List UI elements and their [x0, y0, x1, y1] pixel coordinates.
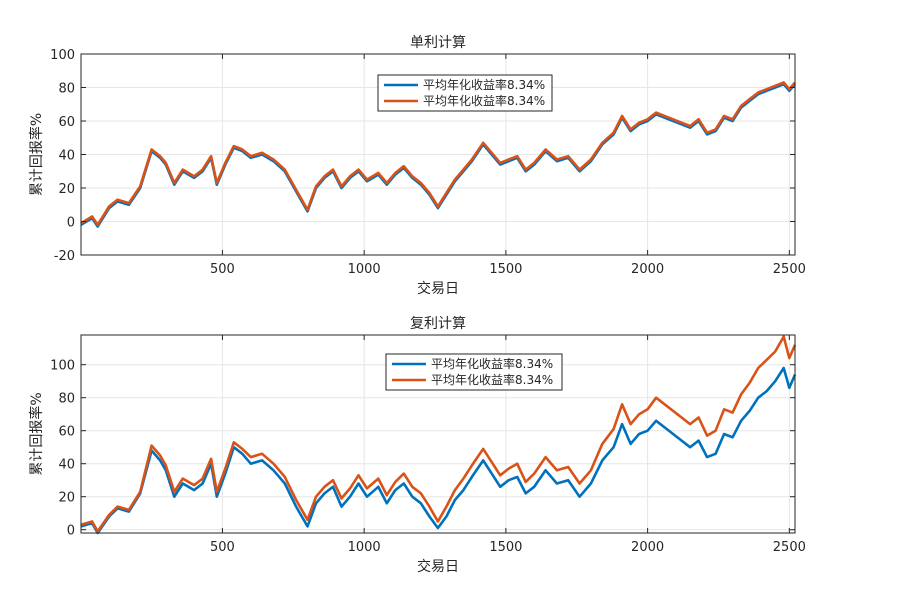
- legend-entry-2: 平均年化收益率8.34%: [423, 93, 545, 108]
- y-tick-label: 20: [58, 182, 75, 197]
- x-axis-label: 交易日: [417, 558, 459, 575]
- x-tick-label: 500: [210, 262, 235, 277]
- x-tick-label: 2500: [773, 262, 806, 277]
- legend: 平均年化收益率8.34%平均年化收益率8.34%: [385, 353, 563, 391]
- axes-frame: [80, 334, 796, 534]
- y-tick-label: 40: [58, 149, 75, 164]
- legend-entry-2: 平均年化收益率8.34%: [431, 372, 553, 387]
- series-line-2: [80, 335, 797, 533]
- x-tick-label: 1000: [348, 262, 381, 277]
- legend-entry-1: 平均年化收益率8.34%: [423, 77, 545, 92]
- legend: 平均年化收益率8.34%平均年化收益率8.34%: [377, 74, 553, 112]
- series-line-2: [80, 81, 796, 227]
- x-tick-label: 2500: [773, 540, 806, 555]
- y-tick-label: 0: [67, 216, 75, 231]
- chart-title: 单利计算: [410, 35, 466, 51]
- x-tick-label: 2000: [631, 540, 664, 555]
- y-axis-label: 累计回报率%: [28, 113, 45, 196]
- chart-title: 复利计算: [410, 315, 466, 332]
- y-tick-label: 80: [58, 82, 75, 97]
- x-tick-label: 500: [210, 540, 235, 555]
- simple-interest-chart: 500 1000 1500 2000 2500 -20 0 20 40 60 80 100 单利计算交易…: [28, 35, 806, 297]
- y-tick-label: 0: [67, 524, 75, 539]
- x-tick-label: 2000: [631, 262, 664, 277]
- y-axis-label: 累计回报率%: [28, 392, 45, 475]
- y-tick-label: 80: [58, 392, 75, 407]
- y-tick-label: 20: [58, 491, 75, 506]
- y-tick-label: 60: [58, 425, 75, 440]
- y-tick-label: 100: [50, 48, 75, 63]
- legend-box: [385, 353, 563, 391]
- x-tick-label: 1500: [489, 540, 522, 555]
- x-axis-label: 交易日: [417, 280, 459, 297]
- legend-entry-1: 平均年化收益率8.34%: [431, 356, 553, 371]
- legend-box: [377, 74, 553, 112]
- y-tick-label: -20: [54, 249, 75, 264]
- series-line-1: [80, 366, 797, 535]
- y-tick-label: 100: [50, 359, 75, 374]
- y-tick-label: 60: [58, 115, 75, 130]
- x-tick-label: 1500: [489, 262, 522, 277]
- x-tick-label: 1000: [348, 540, 381, 555]
- y-tick-label: 40: [58, 458, 75, 473]
